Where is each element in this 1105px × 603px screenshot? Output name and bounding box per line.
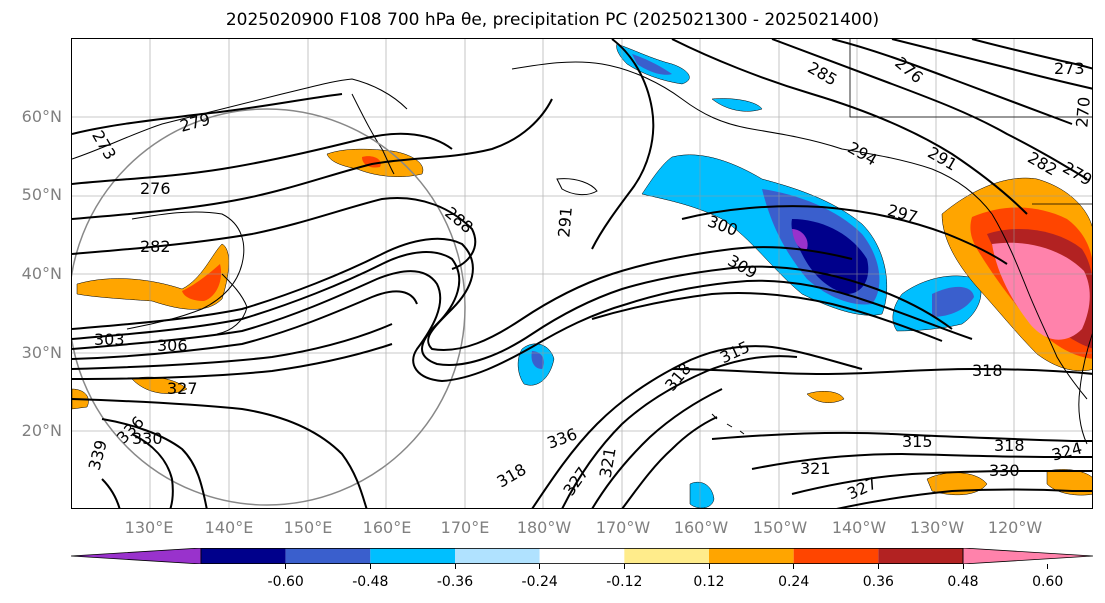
- lon-label-150w: 150°W: [752, 518, 808, 537]
- lat-label-40n: 40°N: [21, 264, 62, 283]
- colorbar-segment: [624, 548, 709, 564]
- contour-label: 309: [725, 251, 761, 283]
- contour-label: 291: [554, 206, 576, 238]
- map-panel[interactable]: 273 279 276 282 303 306 327 336 339 330 …: [71, 38, 1093, 509]
- precip-area-gulf-dark: [791, 219, 869, 294]
- colorbar-tick-label: -0.48: [352, 574, 389, 590]
- lat-label-50n: 50°N: [21, 185, 62, 204]
- lat-label-30n: 30°N: [21, 343, 62, 362]
- contour-label: 276: [140, 179, 171, 198]
- contour-label: 288: [441, 203, 477, 237]
- colorbar-outline: [200, 548, 964, 564]
- lon-label-150e: 150°E: [283, 518, 333, 537]
- lon-label-130e: 130°E: [124, 518, 174, 537]
- lon-label-170w: 170°W: [595, 518, 651, 537]
- lon-label-140w: 140°W: [831, 518, 887, 537]
- colorbar-tick-label: 0.24: [778, 574, 810, 590]
- colorbar-tick-label: 0.60: [1032, 574, 1064, 590]
- contour-label: 330: [989, 461, 1020, 480]
- lat-label-20n: 20°N: [21, 421, 62, 440]
- theta-e-contours: [72, 39, 1092, 508]
- lon-label-140e: 140°E: [204, 518, 254, 537]
- lon-label-160w: 160°W: [673, 518, 729, 537]
- contour-label: 270: [1072, 96, 1093, 128]
- colorbar-tick-label: -0.24: [521, 574, 558, 590]
- colorbar-tick: [1047, 564, 1049, 569]
- contour-label: 318: [994, 436, 1025, 455]
- contour-label: 318: [661, 359, 695, 395]
- colorbar-tick-label: 0.48: [947, 574, 979, 590]
- contour-label: 279: [178, 110, 212, 136]
- lon-label-170e: 170°E: [440, 518, 490, 537]
- colorbar-tick: [539, 564, 541, 569]
- colorbar-tick: [369, 564, 371, 569]
- colorbar-tick: [962, 564, 964, 569]
- contour-label: 318: [972, 361, 1003, 380]
- colorbar-segment: [539, 548, 625, 564]
- precip-area-gulf-purple: [792, 229, 808, 250]
- contour-label: 303: [94, 330, 125, 349]
- colorbar-svg: [70, 547, 1094, 565]
- contour-label: 330: [132, 429, 163, 448]
- colorbar-tick-label: -0.36: [436, 574, 474, 590]
- contour-label: 339: [85, 438, 111, 472]
- colorbar-tick-label: -0.12: [606, 574, 643, 590]
- colorbar-segment: [370, 548, 455, 564]
- lon-label-130w: 130°W: [909, 518, 965, 537]
- precip-area-bering-dark: [632, 54, 672, 75]
- map-canvas: 273 279 276 282 303 306 327 336 339 330 …: [72, 39, 1093, 508]
- lon-label-160e: 160°E: [362, 518, 412, 537]
- precip-area-japan-core: [182, 264, 222, 301]
- colorbar-tick: [623, 564, 625, 569]
- precip-area-west-coast-pink: [992, 242, 1090, 340]
- contour-label: 279: [1060, 158, 1093, 190]
- colorbar-segment: [793, 548, 879, 564]
- region-circle: [72, 108, 466, 506]
- contour-label: 291: [925, 143, 961, 175]
- colorbar-tick-label: 0.36: [862, 574, 894, 590]
- coastlines: [72, 39, 1092, 445]
- colorbar-tick: [877, 564, 879, 569]
- lon-label-120w: 120°W: [987, 518, 1043, 537]
- colorbar-tick: [285, 564, 287, 569]
- precip-area-central-pacific-core: [531, 351, 544, 369]
- colorbar-tick-label: -0.60: [267, 574, 304, 590]
- colorbar-tick: [708, 564, 710, 569]
- contour-label: 306: [157, 336, 188, 355]
- precip-area-south-blue: [689, 481, 715, 508]
- contour-label: 273: [88, 127, 120, 163]
- contour-label: 294: [845, 138, 881, 170]
- contour-label: 324: [1050, 438, 1084, 464]
- colorbar-segment: [455, 548, 540, 564]
- colorbar-extend-min: [70, 547, 202, 565]
- contour-label: 282: [1025, 148, 1061, 180]
- contour-label: 315: [902, 432, 933, 451]
- colorbar-segment: [285, 548, 371, 564]
- contour-label: 273: [1054, 59, 1085, 78]
- colorbar-segment: [709, 548, 794, 564]
- lon-label-180w: 180°W: [516, 518, 572, 537]
- map-title: 2025020900 F108 700 hPa θe, precipitatio…: [225, 10, 880, 30]
- colorbar-segment: [878, 548, 963, 564]
- contour-label: 318: [494, 460, 530, 492]
- contour-label: 327: [167, 379, 198, 398]
- colorbar-extend-max: [962, 547, 1094, 565]
- contour-label: 297: [885, 200, 919, 226]
- contour-label: 327: [559, 463, 592, 499]
- colorbar-tick: [454, 564, 456, 569]
- contour-label: 321: [800, 459, 831, 478]
- precip-colorbar: [70, 547, 1094, 565]
- precip-area-east-orange-3: [806, 391, 845, 403]
- lat-label-60n: 60°N: [21, 107, 62, 126]
- precip-area-east-blue-core: [932, 286, 974, 317]
- colorbar-tick: [793, 564, 795, 569]
- precip-shading: [72, 43, 1092, 508]
- colorbar-tick-label: 0.12: [693, 574, 725, 590]
- contour-label: 282: [140, 237, 171, 256]
- colorbar-segment: [201, 548, 286, 564]
- precip-area-alaska-small: [711, 98, 763, 112]
